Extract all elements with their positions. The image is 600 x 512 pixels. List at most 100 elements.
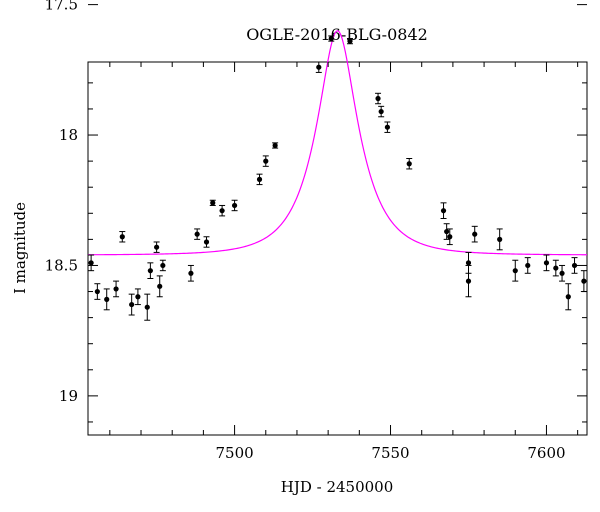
y-tick-label: 19 xyxy=(59,387,78,405)
data-point xyxy=(375,92,382,105)
data-point-marker xyxy=(113,286,119,292)
data-point xyxy=(159,259,166,272)
y-axis-label: I magnitude xyxy=(11,202,29,294)
data-point-marker xyxy=(553,265,559,271)
data-point xyxy=(203,236,210,248)
data-point-marker xyxy=(188,270,194,276)
data-point-marker xyxy=(440,208,447,214)
data-point-marker xyxy=(256,176,263,182)
data-point-marker xyxy=(135,294,141,300)
data-point-marker xyxy=(512,268,518,274)
x-tick-label: 7550 xyxy=(371,444,409,462)
data-point xyxy=(543,254,550,272)
data-point xyxy=(346,38,353,45)
data-point-marker xyxy=(525,262,531,269)
data-point xyxy=(128,293,135,316)
data-point xyxy=(113,280,120,298)
data-point-marker xyxy=(347,38,353,44)
data-point-marker xyxy=(219,208,225,214)
data-point-marker xyxy=(129,301,135,308)
data-point xyxy=(571,257,578,274)
data-point-marker xyxy=(465,260,472,266)
data-point xyxy=(496,228,503,251)
data-point xyxy=(262,155,269,167)
data-point xyxy=(231,199,238,212)
data-point xyxy=(443,223,450,240)
data-point xyxy=(147,262,154,279)
data-point xyxy=(219,204,226,217)
data-point-marker xyxy=(581,278,587,284)
data-point xyxy=(446,228,453,246)
observations-layer xyxy=(88,35,587,321)
data-point-marker xyxy=(571,262,578,269)
data-point xyxy=(552,259,559,277)
y-tick-label: 18.5 xyxy=(45,256,78,274)
model-curve xyxy=(88,29,587,256)
data-point xyxy=(328,35,335,42)
data-point xyxy=(194,228,201,240)
data-point-marker xyxy=(119,234,125,240)
data-point-marker xyxy=(559,270,565,276)
data-point xyxy=(156,275,163,298)
data-point-marker xyxy=(375,95,381,102)
data-point-marker xyxy=(157,283,163,289)
x-tick-label: 7500 xyxy=(215,444,253,462)
data-point-marker xyxy=(406,161,412,167)
data-point xyxy=(378,105,385,118)
data-point-marker xyxy=(378,108,384,115)
data-point xyxy=(580,270,587,293)
data-point xyxy=(209,199,216,206)
data-point-marker xyxy=(104,296,110,302)
data-point-marker xyxy=(497,236,503,242)
data-point xyxy=(315,61,322,73)
data-point xyxy=(144,293,151,321)
data-point-marker xyxy=(472,231,478,237)
data-point-marker xyxy=(231,202,238,209)
data-point xyxy=(272,142,279,149)
y-tick-label: 17.5 xyxy=(45,0,78,14)
data-point xyxy=(119,231,126,243)
data-point-marker xyxy=(160,262,166,269)
data-point-marker xyxy=(263,158,269,164)
data-point xyxy=(88,254,95,272)
data-point xyxy=(256,173,263,186)
data-point xyxy=(384,121,391,133)
data-point xyxy=(406,158,413,170)
data-point xyxy=(559,264,566,282)
chart-title: OGLE-2016-BLG-0842 xyxy=(246,25,428,44)
data-point xyxy=(465,251,472,274)
axis-ticks-layer: 7500 7550 7600 17.5 18 18.5 19 xyxy=(45,0,587,462)
data-point-marker xyxy=(543,260,550,266)
data-point-marker xyxy=(94,288,100,295)
data-point xyxy=(153,241,160,253)
data-point-marker xyxy=(154,244,160,250)
data-point xyxy=(187,264,194,282)
data-point xyxy=(524,257,531,274)
data-point xyxy=(471,225,478,243)
data-point xyxy=(94,283,101,300)
data-point-marker xyxy=(203,239,210,245)
data-point-marker xyxy=(144,304,150,310)
data-point-marker xyxy=(384,124,390,130)
data-point xyxy=(565,283,572,311)
data-point-marker xyxy=(328,35,334,42)
data-point-marker xyxy=(565,294,571,300)
plot-frame xyxy=(87,61,588,436)
data-point xyxy=(440,202,447,220)
data-point-marker xyxy=(444,228,450,235)
data-point-marker xyxy=(88,260,94,266)
x-axis-label: HJD - 2450000 xyxy=(281,478,394,496)
data-point xyxy=(512,259,519,282)
data-point-marker xyxy=(147,268,153,274)
y-tick-label: 18 xyxy=(59,126,78,144)
data-point-marker xyxy=(447,234,453,240)
data-point-marker xyxy=(465,278,472,284)
model-curve-layer xyxy=(88,29,587,256)
data-point xyxy=(465,264,472,298)
data-point-marker xyxy=(272,142,278,149)
data-point xyxy=(134,288,141,306)
data-point-marker xyxy=(194,231,200,237)
x-tick-label: 7600 xyxy=(527,444,565,462)
data-point xyxy=(103,288,110,311)
